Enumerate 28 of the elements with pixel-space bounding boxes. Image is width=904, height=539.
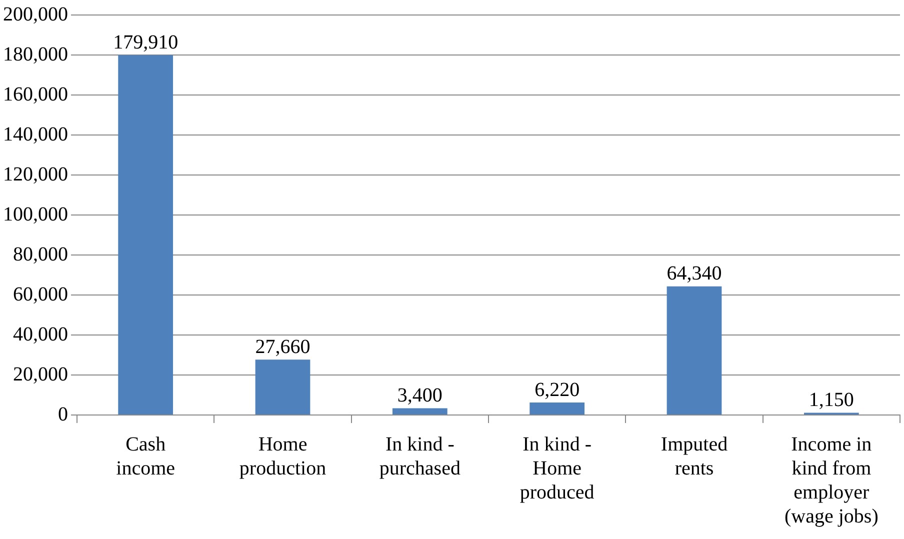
y-tick-label: 120,000 xyxy=(3,163,68,186)
bar xyxy=(118,55,174,414)
bar xyxy=(392,408,448,414)
y-tick-label: 180,000 xyxy=(3,43,68,66)
y-tick-label: 80,000 xyxy=(13,243,68,266)
bar xyxy=(530,402,585,414)
data-label: 179,910 xyxy=(113,31,178,54)
x-tick-label: Home production xyxy=(239,433,326,480)
x-tick-label: In kind - purchased xyxy=(379,433,460,480)
y-tick-label: 140,000 xyxy=(3,123,68,146)
y-tick-label: 40,000 xyxy=(13,323,68,346)
data-label: 64,340 xyxy=(666,262,722,285)
bar xyxy=(666,286,722,414)
x-tick-label: Imputed rents xyxy=(660,433,728,480)
data-label: 6,220 xyxy=(534,378,580,401)
bar xyxy=(255,360,310,414)
data-label: 3,400 xyxy=(397,384,442,406)
data-label: 1,150 xyxy=(808,388,854,411)
x-tick-label: Income in kind from employer (wage jobs) xyxy=(784,433,878,528)
y-tick-label: 200,000 xyxy=(3,3,68,26)
data-label: 27,660 xyxy=(255,336,310,358)
y-tick-label: 100,000 xyxy=(3,203,68,226)
y-tick-label: 0 xyxy=(58,403,68,426)
y-tick-label: 60,000 xyxy=(13,283,68,306)
x-tick-label: In kind - Home produced xyxy=(520,433,594,504)
y-tick-label: 20,000 xyxy=(13,363,68,386)
x-tick-label: Cash income xyxy=(116,433,176,480)
y-tick-label: 160,000 xyxy=(3,83,68,106)
